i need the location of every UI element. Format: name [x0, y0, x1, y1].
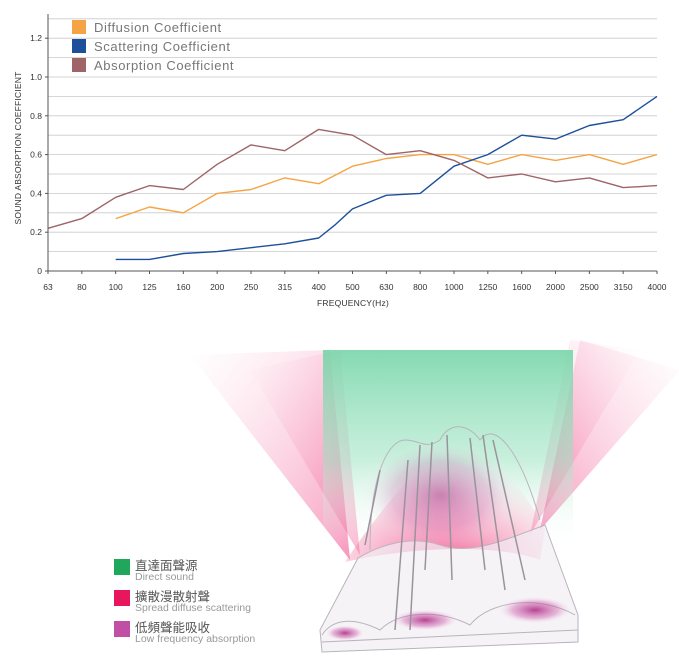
- coefficient-chart: 0 0.2 0.4 0.6 0.8 1.0 1.2 63 80 100 125 160 200 250 31…: [13, 14, 667, 308]
- x-tick-label: 80: [77, 282, 87, 292]
- tick-labels: 0 0.2 0.4 0.6 0.8 1.0 1.2 63 80 100 125 160 200 250 31…: [30, 33, 667, 292]
- x-tick-label: 125: [142, 282, 156, 292]
- chart-legend: Diffusion Coefficient Scattering Coeffici…: [72, 20, 234, 73]
- x-tick-label: 1000: [445, 282, 464, 292]
- low-frequency-absorption-swatch: [114, 621, 130, 637]
- series-lines: [47, 95, 658, 261]
- panel-illustration: [190, 340, 679, 653]
- legend-zh-label: 直達面聲源: [135, 558, 198, 573]
- diffuse-scattering-swatch: [114, 590, 130, 606]
- x-axis-label: FREQUENCY(Hz): [317, 298, 389, 308]
- y-tick-label: 1.0: [30, 72, 42, 82]
- y-tick-label: 0: [37, 266, 42, 276]
- legend-swatch: [72, 20, 86, 34]
- x-tick-label: 2000: [546, 282, 565, 292]
- absorption-blob-3: [497, 596, 573, 624]
- y-tick-label: 0.6: [30, 150, 42, 160]
- x-tick-label: 1250: [478, 282, 497, 292]
- x-tick-label: 1600: [512, 282, 531, 292]
- series-line-diffusion-coefficient: [115, 153, 658, 220]
- legend-en-label: Low frequency absorption: [135, 633, 256, 645]
- x-tick-label: 250: [244, 282, 258, 292]
- y-tick-label: 1.2: [30, 33, 42, 43]
- x-tick-label: 2500: [580, 282, 599, 292]
- legend-label: Absorption Coefficient: [94, 58, 234, 73]
- absorption-blob-2: [391, 609, 459, 631]
- x-tick-label: 4000: [648, 282, 667, 292]
- axes: [45, 14, 658, 274]
- y-axis-label: SOUND ABSORPTION COEFFICIENT: [13, 72, 23, 225]
- x-tick-label: 500: [345, 282, 359, 292]
- y-tick-label: 0.8: [30, 111, 42, 121]
- panel-base: [321, 629, 579, 643]
- x-tick-label: 63: [43, 282, 53, 292]
- x-tick-label: 100: [109, 282, 123, 292]
- legend-en-label: Spread diffuse scattering: [135, 602, 251, 614]
- x-tick-label: 200: [210, 282, 224, 292]
- grid: [48, 18, 657, 253]
- x-tick-label: 160: [176, 282, 190, 292]
- y-tick-label: 0.2: [30, 227, 42, 237]
- x-tick-label: 315: [278, 282, 292, 292]
- legend-zh-label: 擴散漫散射聲: [135, 589, 211, 604]
- panel-rods: [364, 434, 526, 631]
- absorption-blob-1: [325, 625, 365, 641]
- x-tick-label: 800: [413, 282, 427, 292]
- legend-swatch: [72, 39, 86, 53]
- legend-label: Diffusion Coefficient: [94, 20, 222, 35]
- x-tick-label: 630: [379, 282, 393, 292]
- series-line-scattering-coefficient: [115, 95, 658, 261]
- direct-sound-swatch: [114, 559, 130, 575]
- series-line-absorption-coefficient: [47, 128, 658, 229]
- y-tick-label: 0.4: [30, 188, 42, 198]
- x-tick-label: 400: [312, 282, 326, 292]
- x-tick-label: 3150: [614, 282, 633, 292]
- legend-zh-label: 低頻聲能吸收: [135, 620, 211, 635]
- legend-en-label: Direct sound: [135, 571, 194, 583]
- legend-label: Scattering Coefficient: [94, 39, 231, 54]
- absorption-glow-center: [360, 440, 520, 550]
- legend-swatch: [72, 58, 86, 72]
